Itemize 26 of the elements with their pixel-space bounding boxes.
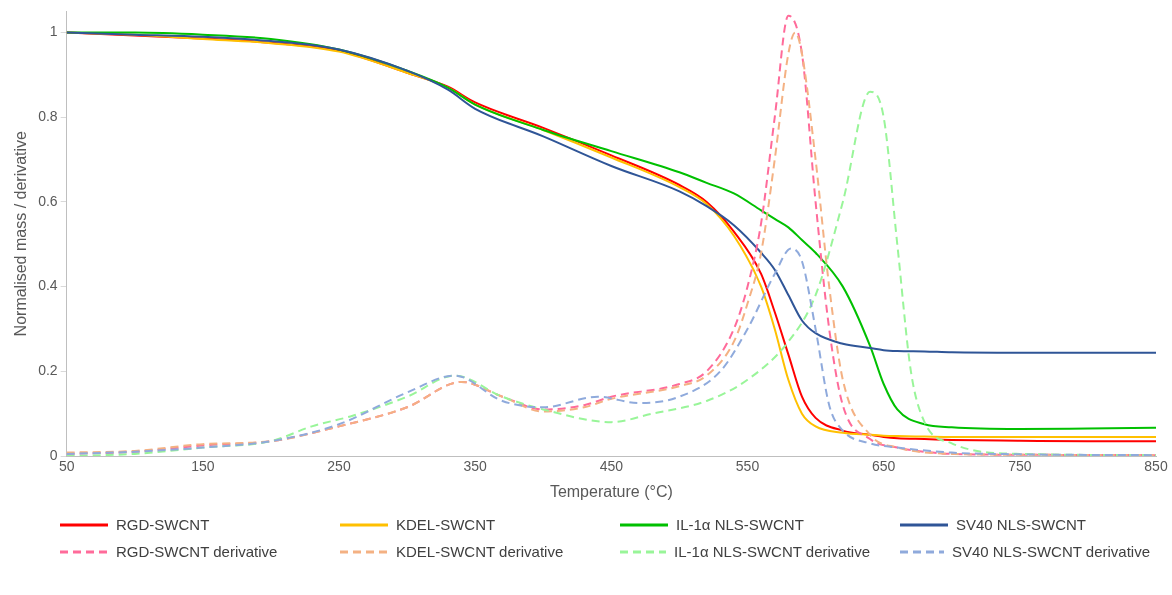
y-tick-label: 0 — [49, 446, 58, 463]
x-tick-label: 550 — [735, 458, 760, 475]
legend-label: SV40 NLS-SWCNT — [956, 516, 1087, 533]
y-tick-label: 0.4 — [38, 277, 58, 294]
y-tick-label: 1 — [49, 23, 58, 40]
x-tick-label: 350 — [463, 458, 488, 475]
legend-label: IL-1α NLS-SWCNT derivative — [674, 543, 870, 560]
legend-label: RGD-SWCNT — [116, 516, 210, 533]
legend-label: SV40 NLS-SWCNT derivative — [951, 543, 1150, 560]
y-axis-title: Normalised mass / derivative — [12, 130, 30, 337]
y-tick-label: 0.8 — [38, 108, 58, 125]
line-series — [66, 31, 1156, 354]
y-tick-label: 0.2 — [38, 362, 58, 379]
x-tick-label: 450 — [599, 458, 624, 475]
x-tick-label: 150 — [191, 458, 215, 475]
legend-label: KDEL-SWCNT — [396, 516, 496, 533]
legend-label: IL-1α NLS-SWCNT — [676, 516, 804, 533]
x-tick-label: 250 — [327, 458, 351, 475]
y-tick-label: 0.6 — [38, 192, 58, 209]
legend-label: RGD-SWCNT derivative — [116, 543, 278, 560]
x-tick-label: 50 — [58, 458, 75, 475]
x-tick-label: 650 — [871, 458, 896, 475]
x-tick-label: 850 — [1144, 458, 1168, 475]
x-axis-title: Temperature (°C) — [549, 482, 673, 500]
x-tick-label: 750 — [1008, 458, 1032, 475]
legend-label: KDEL-SWCNT derivative — [396, 543, 564, 560]
